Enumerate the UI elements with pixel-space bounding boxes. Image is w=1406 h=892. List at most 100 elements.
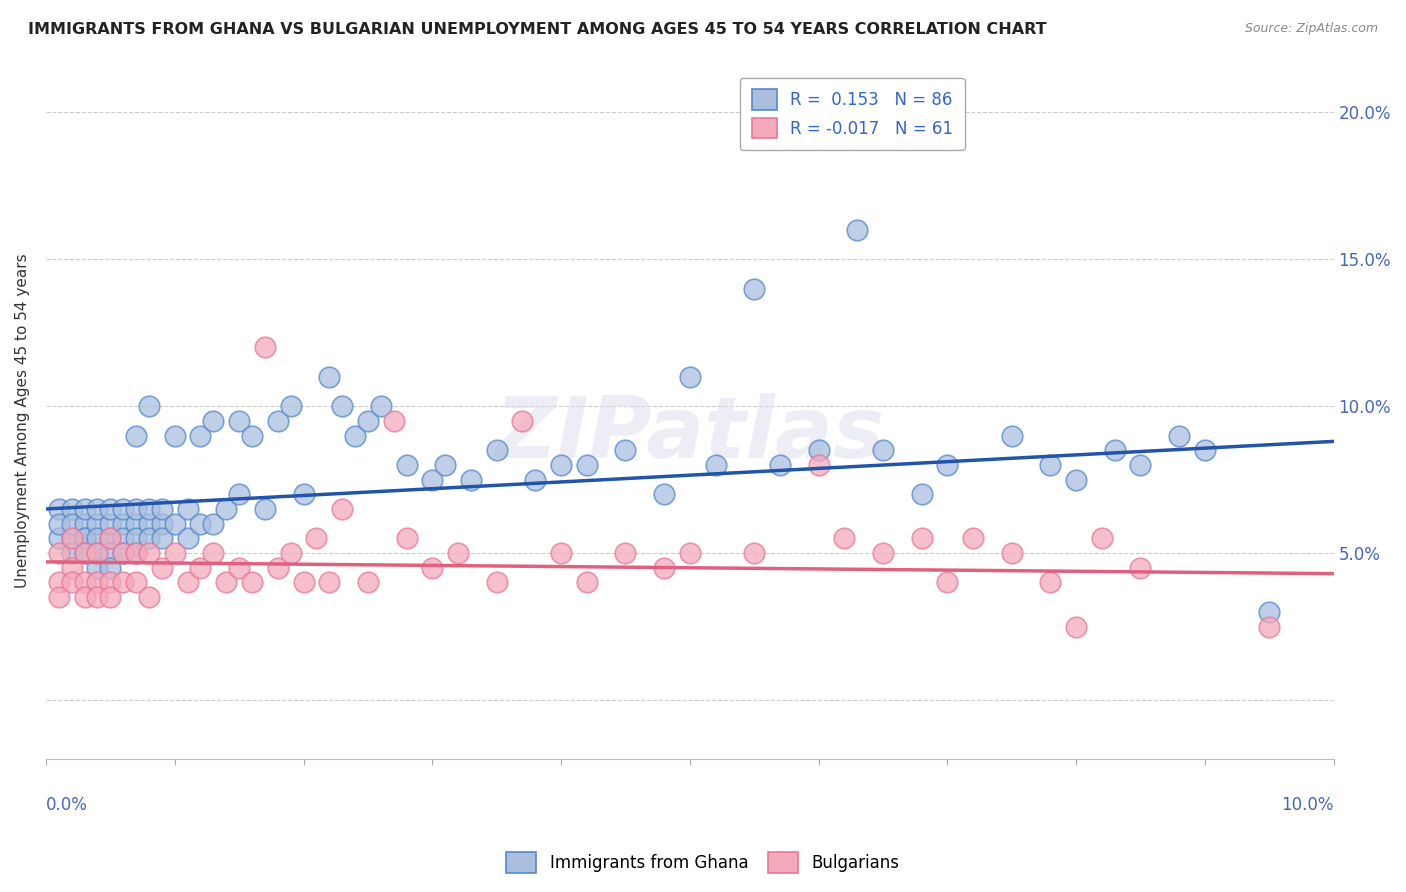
Text: ZIPatlas: ZIPatlas: [495, 392, 884, 475]
Point: [48, 516, 70, 531]
Point: [125, 532, 148, 546]
Point: [125, 575, 148, 590]
Point: [60, 516, 83, 531]
Point: [190, 428, 212, 442]
Point: [910, 532, 932, 546]
Point: [60, 532, 83, 546]
Point: [112, 546, 135, 560]
Point: [434, 458, 457, 472]
Point: [395, 458, 418, 472]
Point: [343, 428, 366, 442]
Point: [1091, 532, 1114, 546]
Point: [872, 546, 894, 560]
Point: [48, 546, 70, 560]
Text: 0.0%: 0.0%: [46, 796, 87, 814]
Point: [550, 546, 572, 560]
Point: [1039, 575, 1062, 590]
Point: [420, 560, 443, 574]
Point: [215, 502, 238, 516]
Point: [807, 443, 830, 458]
Point: [962, 532, 984, 546]
Point: [1001, 546, 1024, 560]
Point: [769, 458, 792, 472]
Point: [112, 575, 135, 590]
Point: [807, 458, 830, 472]
Point: [98, 590, 121, 604]
Point: [330, 502, 353, 516]
Point: [138, 516, 160, 531]
Point: [575, 458, 598, 472]
Point: [834, 532, 856, 546]
Point: [447, 546, 470, 560]
Point: [872, 443, 894, 458]
Point: [228, 414, 250, 428]
Point: [98, 532, 121, 546]
Point: [86, 590, 108, 604]
Text: 10.0%: 10.0%: [1281, 796, 1334, 814]
Point: [253, 340, 276, 354]
Point: [163, 546, 186, 560]
Point: [318, 575, 340, 590]
Point: [60, 502, 83, 516]
Point: [73, 502, 96, 516]
Point: [190, 516, 212, 531]
Point: [1168, 428, 1191, 442]
Point: [382, 414, 405, 428]
Point: [86, 546, 108, 560]
Point: [370, 399, 392, 413]
Point: [138, 532, 160, 546]
Point: [138, 399, 160, 413]
Point: [267, 560, 290, 574]
Point: [550, 458, 572, 472]
Point: [485, 575, 508, 590]
Point: [395, 532, 418, 546]
Point: [936, 575, 959, 590]
Point: [73, 590, 96, 604]
Point: [202, 546, 225, 560]
Point: [280, 399, 302, 413]
Point: [86, 502, 108, 516]
Point: [1194, 443, 1216, 458]
Point: [150, 532, 173, 546]
Point: [98, 560, 121, 574]
Point: [240, 428, 263, 442]
Point: [1258, 605, 1281, 619]
Point: [48, 532, 70, 546]
Point: [86, 546, 108, 560]
Point: [138, 590, 160, 604]
Point: [125, 546, 148, 560]
Point: [73, 516, 96, 531]
Point: [86, 575, 108, 590]
Point: [60, 560, 83, 574]
Legend: Immigrants from Ghana, Bulgarians: Immigrants from Ghana, Bulgarians: [499, 846, 907, 880]
Point: [112, 516, 135, 531]
Point: [1001, 428, 1024, 442]
Point: [138, 546, 160, 560]
Point: [215, 575, 238, 590]
Point: [112, 532, 135, 546]
Point: [73, 532, 96, 546]
Point: [86, 516, 108, 531]
Point: [202, 516, 225, 531]
Point: [614, 546, 637, 560]
Point: [267, 414, 290, 428]
Point: [73, 546, 96, 560]
Point: [512, 414, 534, 428]
Point: [318, 369, 340, 384]
Point: [253, 502, 276, 516]
Point: [86, 560, 108, 574]
Point: [60, 532, 83, 546]
Point: [48, 502, 70, 516]
Point: [86, 532, 108, 546]
Point: [575, 575, 598, 590]
Point: [176, 575, 198, 590]
Point: [1039, 458, 1062, 472]
Point: [150, 560, 173, 574]
Point: [240, 575, 263, 590]
Point: [652, 560, 675, 574]
Point: [704, 458, 727, 472]
Point: [60, 575, 83, 590]
Point: [150, 516, 173, 531]
Point: [280, 546, 302, 560]
Point: [112, 546, 135, 560]
